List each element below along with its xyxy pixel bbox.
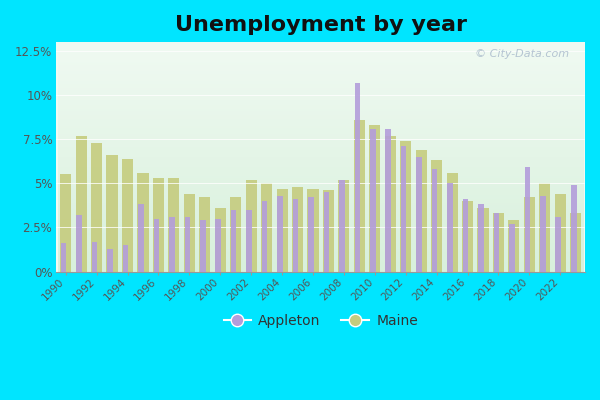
Bar <box>169 178 179 272</box>
Bar <box>431 160 442 272</box>
Bar <box>76 215 82 272</box>
Bar <box>556 217 561 272</box>
Bar <box>416 150 427 272</box>
Bar <box>524 168 530 272</box>
Bar <box>169 217 175 272</box>
Bar <box>385 128 391 272</box>
Bar <box>91 143 102 272</box>
Bar <box>76 136 87 272</box>
Bar <box>339 180 344 272</box>
Bar <box>401 146 406 272</box>
Bar <box>123 245 128 272</box>
Bar <box>154 218 159 272</box>
Bar <box>400 141 411 272</box>
Bar <box>92 242 97 272</box>
Bar <box>184 194 195 272</box>
Bar <box>153 178 164 272</box>
Bar <box>539 183 550 272</box>
Text: © City-Data.com: © City-Data.com <box>475 49 569 59</box>
Bar <box>370 128 376 272</box>
Bar <box>493 213 504 272</box>
Bar <box>416 157 422 272</box>
Bar <box>570 213 581 272</box>
Bar <box>446 173 458 272</box>
Bar <box>138 204 144 272</box>
Bar <box>509 224 515 272</box>
Bar <box>463 199 469 272</box>
Bar <box>524 198 535 272</box>
Bar <box>245 180 257 272</box>
Bar <box>307 188 319 272</box>
Bar <box>447 183 453 272</box>
Bar <box>432 169 437 272</box>
Bar <box>277 196 283 272</box>
Bar <box>261 183 272 272</box>
Bar <box>354 120 365 272</box>
Bar <box>571 185 577 272</box>
Bar <box>215 208 226 272</box>
Bar <box>61 243 67 272</box>
Title: Unemployment by year: Unemployment by year <box>175 15 467 35</box>
Bar <box>199 198 211 272</box>
Bar <box>293 199 298 272</box>
Bar <box>462 201 473 272</box>
Bar <box>323 192 329 272</box>
Bar <box>137 173 149 272</box>
Bar <box>200 220 206 272</box>
Bar <box>106 155 118 272</box>
Bar <box>540 196 545 272</box>
Bar <box>262 201 268 272</box>
Bar <box>308 198 314 272</box>
Bar <box>508 220 520 272</box>
Bar <box>215 218 221 272</box>
Bar <box>369 125 380 272</box>
Bar <box>185 217 190 272</box>
Bar <box>385 136 396 272</box>
Bar <box>494 213 499 272</box>
Bar <box>478 208 488 272</box>
Bar <box>122 158 133 272</box>
Bar <box>107 249 113 272</box>
Bar <box>292 187 303 272</box>
Legend: Appleton, Maine: Appleton, Maine <box>218 308 424 334</box>
Bar <box>277 188 287 272</box>
Bar <box>60 174 71 272</box>
Bar <box>355 83 360 272</box>
Bar <box>555 194 566 272</box>
Bar <box>230 198 241 272</box>
Bar <box>231 210 236 272</box>
Bar <box>323 190 334 272</box>
Bar <box>338 180 349 272</box>
Bar <box>478 204 484 272</box>
Bar <box>247 210 252 272</box>
